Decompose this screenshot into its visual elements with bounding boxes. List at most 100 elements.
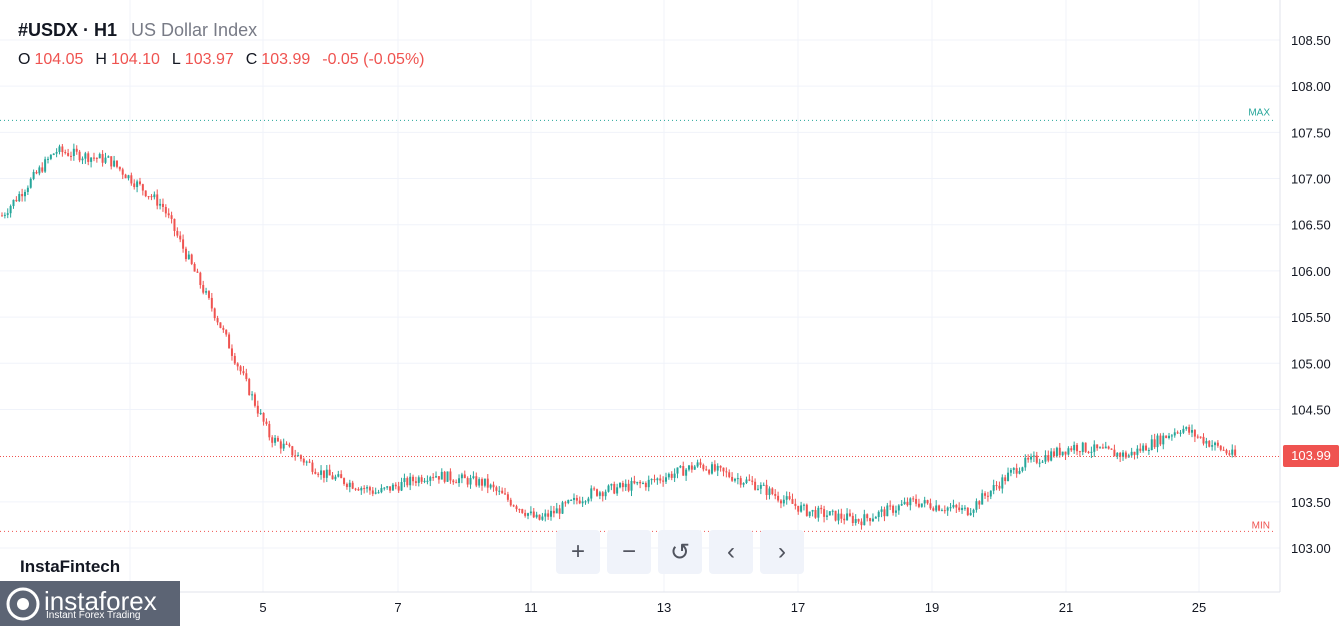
- zoom-out-button[interactable]: −: [607, 530, 651, 574]
- candle-body: [1196, 436, 1199, 438]
- candle-body: [414, 481, 417, 483]
- candle-body: [170, 215, 173, 219]
- candle-body: [449, 471, 452, 481]
- candle-body: [320, 470, 323, 475]
- candle-body: [848, 513, 851, 516]
- chevron-right-icon: ›: [778, 538, 786, 565]
- minus-icon: −: [621, 538, 636, 565]
- candle-body: [567, 500, 570, 504]
- candle-body: [1162, 435, 1165, 445]
- candle-body: [95, 157, 98, 159]
- candle-body: [84, 153, 87, 159]
- candle-body: [489, 484, 492, 488]
- candle-body: [305, 461, 308, 463]
- candle-body: [501, 490, 504, 494]
- candle-body: [1145, 445, 1148, 451]
- price-tick-label: 103.00: [1291, 541, 1331, 556]
- candle-body: [1047, 455, 1050, 461]
- candle-body: [601, 492, 604, 497]
- candle-body: [138, 181, 141, 185]
- candle-body: [325, 469, 328, 478]
- candle-body: [236, 363, 239, 367]
- max-label: MAX: [1248, 107, 1270, 118]
- candle-body: [512, 505, 515, 507]
- candle-body: [509, 499, 512, 506]
- reset-button[interactable]: ↺: [658, 530, 702, 574]
- candle-body: [213, 308, 216, 319]
- candle-body: [475, 476, 478, 486]
- candle-body: [1055, 447, 1058, 457]
- candle-body: [664, 477, 667, 482]
- candle-body: [179, 235, 182, 240]
- candle-body: [294, 455, 297, 457]
- candle-body: [153, 194, 156, 198]
- zoom-in-button[interactable]: +: [556, 530, 600, 574]
- candle-body: [538, 514, 541, 520]
- candle-body: [127, 175, 130, 179]
- grid-lines: [0, 0, 1280, 592]
- candle-body: [486, 478, 489, 488]
- instaforex-logo[interactable]: instaforex Instant Forex Trading: [0, 581, 180, 626]
- watermark-text: InstaFintech: [20, 557, 121, 576]
- candle-body: [256, 405, 259, 414]
- candle-body: [44, 159, 47, 172]
- candle-body: [736, 478, 739, 480]
- high-value: 104.10: [110, 51, 160, 68]
- candle-body: [391, 484, 394, 491]
- candle-body: [481, 479, 484, 486]
- candle-body: [662, 480, 665, 482]
- candle-body: [6, 213, 9, 215]
- candle-body: [115, 160, 118, 167]
- time-tick-label: 5: [259, 600, 266, 615]
- candle-body: [1124, 452, 1127, 458]
- candle-body: [242, 371, 245, 374]
- candle-body: [940, 510, 943, 512]
- candle-body: [687, 465, 690, 470]
- candle-body: [529, 511, 532, 514]
- candle-body: [825, 515, 828, 517]
- candle-body: [1073, 444, 1076, 451]
- candle-body: [733, 478, 736, 481]
- candle-body: [1035, 455, 1038, 463]
- candle-body: [354, 488, 357, 490]
- candle-body: [555, 508, 558, 514]
- candle-body: [1099, 447, 1102, 449]
- candle-body: [52, 153, 55, 155]
- ohlc-legend: O 104.05 H 104.10 L 103.97 C 103.99 -0.05 (-0.05…: [18, 51, 425, 69]
- candle-body: [889, 505, 892, 507]
- candle-body: [1076, 444, 1079, 452]
- candle-body: [64, 152, 67, 154]
- candle-body: [1084, 442, 1087, 452]
- scroll-right-button[interactable]: ›: [760, 530, 804, 574]
- candle-body: [199, 272, 202, 285]
- candle-body: [1168, 435, 1171, 438]
- candle-body: [498, 490, 501, 492]
- candle-body: [797, 505, 800, 512]
- candle-body: [1165, 435, 1168, 438]
- candle-body: [1228, 453, 1231, 455]
- candle-body: [455, 482, 458, 484]
- candle-body: [233, 355, 236, 364]
- candle-body: [748, 479, 751, 481]
- close-value: 103.99: [261, 51, 311, 68]
- candle-body: [607, 485, 610, 492]
- candle-body: [15, 199, 18, 202]
- candle-body: [995, 485, 998, 487]
- candle-body: [90, 157, 93, 162]
- candle-body: [196, 271, 199, 273]
- max-min-markers: MAX MIN: [0, 107, 1280, 532]
- scroll-left-button[interactable]: ‹: [709, 530, 753, 574]
- candle-body: [935, 505, 938, 511]
- candle-body: [46, 158, 49, 160]
- candle-body: [1191, 429, 1194, 433]
- candle-body: [274, 437, 277, 443]
- candle-body: [587, 498, 590, 502]
- candle-body: [619, 483, 621, 488]
- candle-body: [779, 500, 782, 504]
- candle-body: [1122, 452, 1125, 457]
- candle-body: [653, 479, 656, 481]
- candle-body: [745, 479, 748, 484]
- candle-body: [1090, 451, 1093, 453]
- candle-body: [288, 444, 291, 447]
